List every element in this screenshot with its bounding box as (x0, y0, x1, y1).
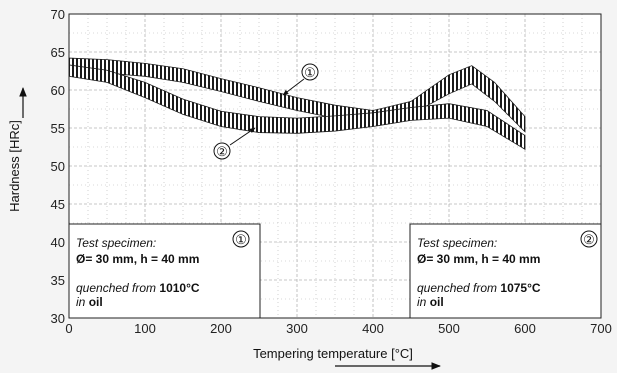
y-tick-label: 70 (51, 7, 65, 22)
y-axis-title: Hardness [HRc] (7, 120, 22, 212)
curve-1-leader (282, 78, 305, 96)
x-tick-label: 600 (514, 321, 536, 336)
y-tick-label: 65 (51, 45, 65, 60)
x-tick-label: 700 (590, 321, 612, 336)
x-tick-label: 400 (362, 321, 384, 336)
x-tick-label: 100 (134, 321, 156, 336)
curve-1-marker: ① (301, 63, 319, 81)
info-box-2: Test specimen: Ø= 30 mm, h = 40 mm quenc… (409, 223, 602, 319)
y-tick-label: 30 (51, 311, 65, 326)
y-tick-label: 55 (51, 121, 65, 136)
y-tick-label: 35 (51, 273, 65, 288)
svg-text:Test specimen:: Test specimen: (417, 236, 497, 250)
svg-text:①: ① (235, 232, 247, 247)
svg-text:in oil: in oil (76, 295, 103, 309)
x-tick-label: 0 (65, 321, 72, 336)
curve-2-leader (229, 127, 256, 146)
svg-text:①: ① (304, 65, 316, 80)
svg-text:in oil: in oil (417, 295, 444, 309)
x-tick-label: 500 (438, 321, 460, 336)
svg-text:Ø= 30 mm, h = 40 mm: Ø= 30 mm, h = 40 mm (76, 252, 199, 266)
x-tick-label: 200 (210, 321, 232, 336)
svg-text:quenched from 1075°C: quenched from 1075°C (417, 281, 541, 295)
svg-text:②: ② (583, 232, 595, 247)
y-tick-label: 50 (51, 159, 65, 174)
info-box-1: Test specimen: Ø= 30 mm, h = 40 mm quenc… (68, 223, 261, 319)
x-tick-label: 300 (286, 321, 308, 336)
curve-2-marker: ② (213, 142, 231, 160)
y-tick-label: 60 (51, 83, 65, 98)
y-tick-label: 45 (51, 197, 65, 212)
tick-labels: 0 100 200 300 400 500 600 700 30 35 40 45 50 55 60 65 70 (51, 7, 612, 336)
svg-text:quenched from 1010°C: quenched from 1010°C (76, 281, 200, 295)
plot-frame (68, 13, 602, 319)
svg-text:②: ② (216, 144, 228, 159)
svg-text:Ø= 30 mm, h = 40 mm: Ø= 30 mm, h = 40 mm (417, 252, 540, 266)
series-band-2 (68, 64, 526, 150)
x-axis-title: Tempering temperature [°C] (253, 346, 413, 361)
svg-text:Test specimen:: Test specimen: (76, 236, 156, 250)
data-bands (68, 57, 526, 150)
y-tick-label: 40 (51, 235, 65, 250)
